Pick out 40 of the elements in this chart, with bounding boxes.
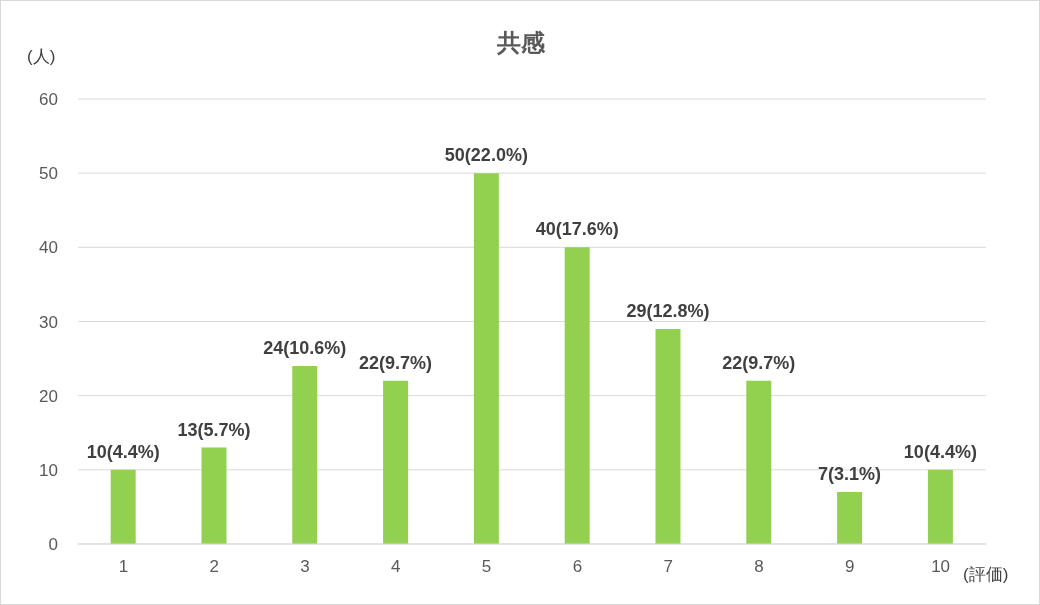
bar [201, 447, 227, 544]
data-label: 24(10.6%) [263, 338, 347, 358]
bar [837, 492, 863, 544]
x-tick-label: 2 [209, 557, 219, 577]
chart-title: 共感 [497, 29, 545, 56]
x-tick-label: 5 [481, 557, 492, 577]
x-tick-label: 3 [300, 557, 310, 577]
bar [746, 380, 772, 544]
x-tick-label: 7 [663, 557, 673, 577]
x-tick-label: 9 [845, 557, 855, 577]
y-tick-label: 50 [39, 164, 58, 184]
bar [473, 173, 499, 544]
x-tick-label: 8 [754, 557, 764, 577]
y-tick-label: 10 [39, 460, 58, 480]
data-label: 13(5.7%) [177, 419, 251, 440]
y-tick-label: 20 [39, 386, 58, 406]
x-tick-label: 1 [118, 557, 129, 577]
x-axis-title: (評価) [963, 564, 1009, 586]
data-label: 7(3.1%) [818, 464, 882, 485]
y-tick-label: 0 [48, 535, 58, 555]
y-tick-label: 60 [39, 90, 58, 110]
y-axis-title: (人) [27, 46, 56, 68]
data-label: 22(9.7%) [722, 352, 796, 373]
x-tick-label: 10 [931, 557, 951, 577]
data-label: 22(9.7%) [359, 352, 433, 373]
x-tick-label: 4 [391, 557, 401, 577]
data-label: 29(12.8%) [626, 300, 710, 321]
bar [655, 328, 681, 544]
data-label: 50(22.0%) [444, 145, 528, 166]
bar [564, 247, 590, 544]
y-tick-label: 40 [39, 238, 58, 258]
data-label: 10(4.4%) [903, 441, 977, 462]
bar [110, 469, 136, 544]
bar [292, 366, 318, 544]
bar [927, 469, 953, 544]
y-tick-label: 30 [39, 312, 58, 332]
bar [383, 380, 409, 544]
x-tick-label: 6 [572, 557, 583, 577]
data-label: 40(17.6%) [535, 219, 619, 240]
data-label: 10(4.4%) [86, 441, 160, 462]
